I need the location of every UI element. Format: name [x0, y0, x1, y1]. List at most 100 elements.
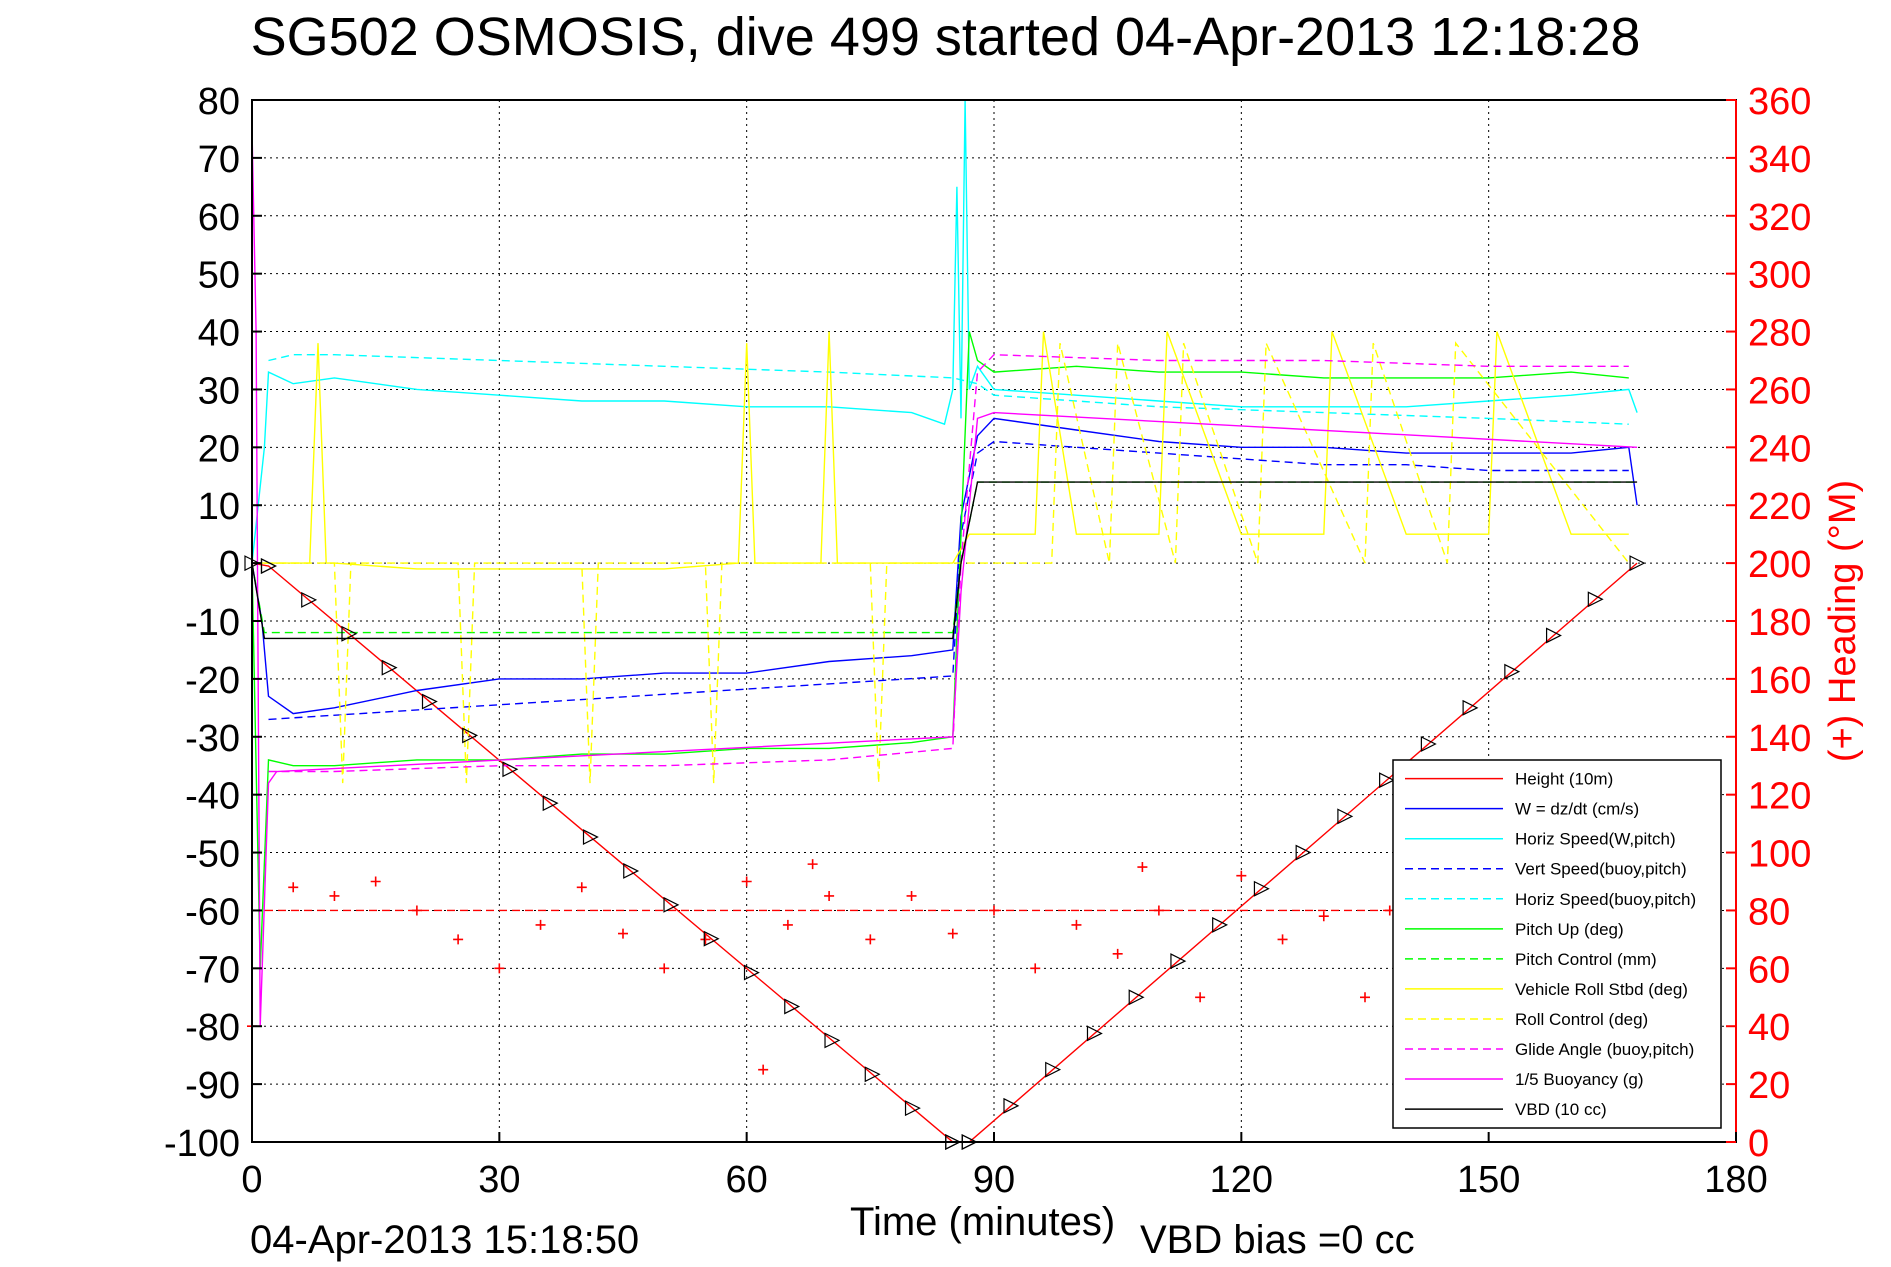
legend-label: W = dz/dt (cm/s): [1515, 800, 1639, 819]
height-marker: [1337, 808, 1354, 825]
height-marker: [462, 727, 479, 744]
heading-marker: [1030, 963, 1041, 974]
legend-label: Horiz Speed(buoy,pitch): [1515, 890, 1696, 909]
y-tick-label: 20: [198, 428, 240, 470]
heading-marker: [807, 859, 818, 870]
heading-marker: [329, 890, 340, 901]
y2-tick-label: 160: [1748, 660, 1811, 702]
heading-marker: [1277, 934, 1288, 945]
heading-marker: [494, 963, 505, 974]
legend: Height (10m) W = dz/dt (cm/s) Horiz Speed(…: [1392, 759, 1722, 1129]
y-tick-label: 60: [198, 197, 240, 239]
series-vert-speed-buoy-pitch: [268, 440, 1629, 721]
legend-label: VBD (10 cc): [1515, 1100, 1607, 1119]
heading-marker: [370, 876, 381, 887]
legend-label: Height (10m): [1515, 770, 1613, 789]
y2-axis-label: (+) Heading (°M): [1822, 480, 1864, 762]
y-tick-label: 40: [198, 313, 240, 355]
heading-marker: [1318, 911, 1329, 922]
series-roll-control-deg: [252, 341, 1630, 784]
heading-marker: [535, 919, 546, 930]
timestamp-label: 04-Apr-2013 15:18:50: [250, 1218, 640, 1262]
y-tick-label: -50: [185, 834, 240, 876]
heading-marker: [906, 890, 917, 901]
heading-marker: [659, 963, 670, 974]
height-marker: [1086, 1025, 1103, 1042]
heading-marker: [618, 928, 628, 939]
height-marker: [1462, 699, 1479, 716]
heading-marker: [865, 934, 876, 945]
height-marker: [1003, 1097, 1020, 1114]
heading-marker: [989, 905, 999, 916]
legend-label: Pitch Up (deg): [1515, 920, 1624, 939]
y-tick-label: 10: [198, 486, 240, 528]
height-marker: [1379, 772, 1395, 789]
height-marker: [663, 896, 680, 913]
series-vbd-10-cc: [251, 481, 1638, 640]
height-marker: [1629, 555, 1646, 572]
height-marker: [1253, 880, 1270, 897]
heading-marker: [1195, 992, 1206, 1003]
heading-marker: [411, 905, 422, 916]
y-tick-label: 80: [198, 81, 240, 123]
y-tick-label: 50: [198, 255, 240, 297]
y2-tick-label: 220: [1748, 486, 1811, 528]
heading-marker: [758, 1064, 769, 1075]
y2-tick-label: 320: [1748, 197, 1811, 239]
height-marker: [623, 862, 640, 879]
y2-tick-label: 280: [1748, 313, 1811, 355]
heading-marker: [453, 934, 464, 945]
height-marker: [1504, 663, 1521, 680]
legend-label: Roll Control (deg): [1515, 1010, 1648, 1029]
y-tick-label: -90: [185, 1065, 240, 1107]
height-marker: [502, 761, 519, 778]
y2-tick-label: 80: [1748, 891, 1790, 933]
chart-title: SG502 OSMOSIS, dive 499 started 04-Apr-2…: [250, 7, 1641, 67]
legend-box: [1392, 759, 1722, 1129]
x-axis-label: Time (minutes): [850, 1200, 1116, 1244]
height-marker: [743, 964, 760, 981]
y-tick-label: -30: [185, 718, 240, 760]
series-vehicle-roll-stbd-deg: [252, 331, 1629, 570]
y2-tick-label: 240: [1748, 428, 1811, 470]
height-marker: [582, 829, 599, 846]
heading-marker: [288, 882, 299, 893]
y2-tick-label: 120: [1748, 776, 1811, 818]
height-marker: [1170, 953, 1187, 970]
height-marker: [1045, 1061, 1062, 1078]
y2-tick-label: 60: [1748, 949, 1790, 991]
vbd-bias-label: VBD bias =0 cc: [1140, 1218, 1415, 1262]
y-tick-label: -100: [164, 1123, 240, 1165]
height-marker: [1545, 627, 1562, 644]
y-tick-label: -40: [185, 776, 240, 818]
heading-marker: [1071, 919, 1082, 930]
heading-marker: [700, 934, 711, 945]
heading-marker: [782, 919, 793, 930]
legend-label: Vehicle Roll Stbd (deg): [1515, 980, 1688, 999]
y-tick-label: -70: [185, 949, 240, 991]
series-horiz-speed-buoy-pitch: [268, 354, 1629, 425]
legend-label: 1/5 Buoyancy (g): [1515, 1070, 1644, 1089]
legend-label: Horiz Speed(W,pitch): [1515, 830, 1676, 849]
height-marker: [542, 795, 559, 812]
height-marker: [381, 659, 398, 676]
y2-tick-label: 40: [1748, 1007, 1790, 1049]
x-tick-label: 90: [973, 1159, 1015, 1201]
series-group: [247, 99, 1638, 1143]
y-axis-left: 80 70 60 50 40 30 20 10 0 -10 -20 -30 -40 -50 -60 -70 -8…: [164, 81, 262, 1165]
x-axis: 0 30 60 90 120 150 180: [241, 1132, 1768, 1201]
y-axis-right: 3603403203002802602402202001801601401201…: [1726, 81, 1811, 1165]
heading-marker: [1153, 905, 1164, 916]
heading-marker: [1236, 870, 1247, 881]
y-tick-label: -60: [185, 891, 240, 933]
height-marker: [1295, 844, 1312, 861]
x-tick-label: 0: [241, 1159, 262, 1201]
y2-tick-label: 300: [1748, 255, 1811, 297]
x-tick-label: 60: [726, 1159, 768, 1201]
y-tick-label: -20: [185, 660, 240, 702]
x-tick-label: 120: [1210, 1159, 1273, 1201]
height-marker: [341, 625, 358, 642]
height-marker: [784, 998, 801, 1015]
heading-marker: [947, 928, 958, 939]
